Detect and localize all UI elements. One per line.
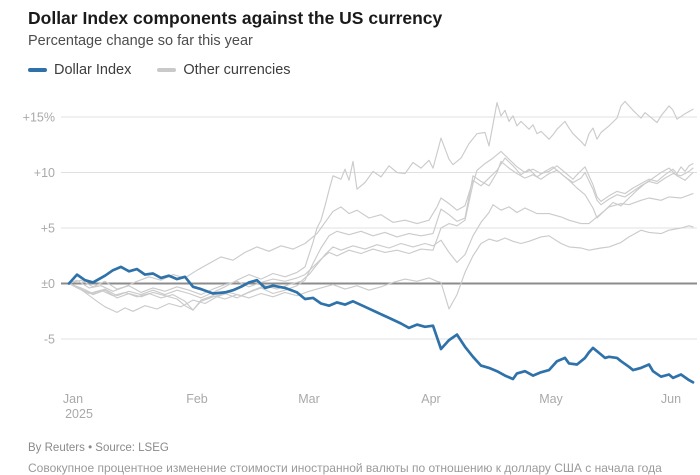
y-tick-label-±0: ±0 [41, 277, 55, 291]
legend-label-dollar-index: Dollar Index [54, 62, 132, 78]
series-line-other-currency-6 [68, 225, 694, 311]
x-tick-label-Apr: Apr [421, 392, 440, 406]
caption-text-clipped: Совокупное процентное изменение стоимост… [28, 461, 662, 475]
y-tick-label-+5: +5 [41, 222, 55, 236]
legend: Dollar Index Other currencies [28, 62, 291, 78]
x-tick-label-Jun: Jun [661, 392, 681, 406]
x-tick-label-Feb: Feb [186, 392, 208, 406]
series-line-other-currency-4 [68, 157, 694, 292]
y-tick-label-+15%: +15% [23, 111, 55, 125]
chart-title: Dollar Index components against the US c… [28, 8, 443, 28]
legend-item-dollar-index: Dollar Index [28, 62, 131, 78]
y-tick-label-+10: +10 [34, 166, 55, 180]
series-line-other-currency-5 [68, 193, 694, 313]
dollar-index-line-swatch-icon [28, 68, 47, 72]
series-line-dollar-index [67, 265, 695, 384]
x-axis-year-label: 2025 [65, 407, 93, 421]
byline-source: By Reuters • Source: LSEG [28, 442, 169, 454]
other-currencies-line-swatch-icon [157, 68, 177, 72]
series-line-other-currency-3 [68, 160, 694, 311]
y-tick-label--5: -5 [44, 333, 55, 347]
chart-subtitle: Percentage change so far this year [28, 33, 253, 49]
legend-item-other-currencies: Other currencies [157, 62, 291, 78]
x-tick-label-May: May [539, 392, 563, 406]
series-line-other-currency-1 [68, 100, 694, 299]
x-tick-label-Jan: Jan [63, 392, 83, 406]
legend-label-other-currencies: Other currencies [183, 62, 291, 78]
x-tick-label-Mar: Mar [298, 392, 320, 406]
